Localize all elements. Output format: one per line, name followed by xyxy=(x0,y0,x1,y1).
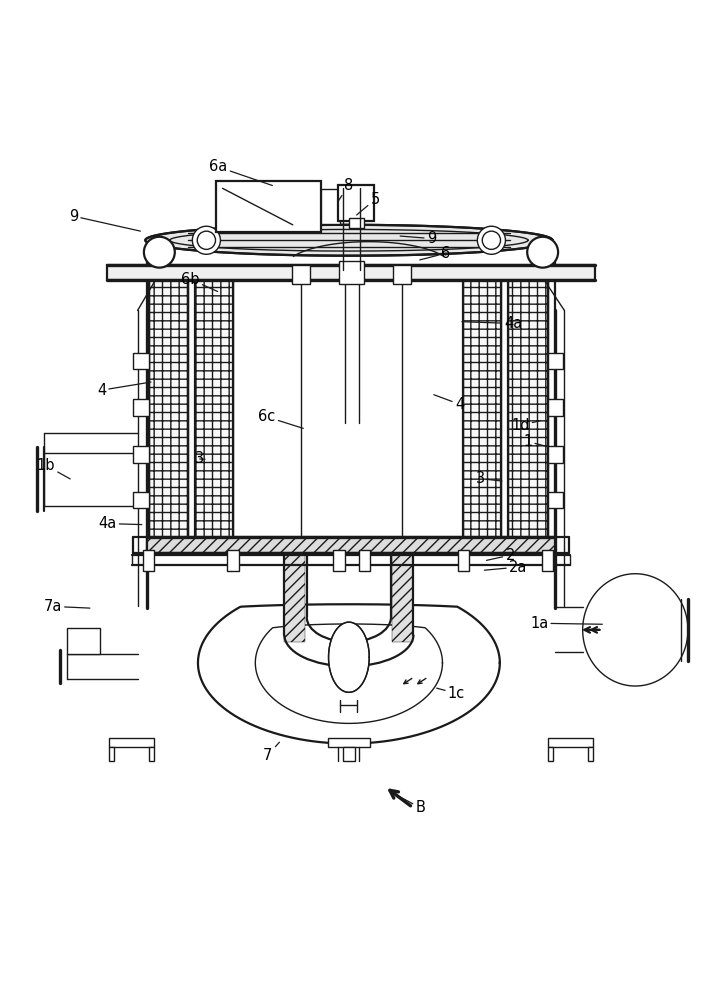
Bar xyxy=(548,738,593,747)
Bar xyxy=(359,550,370,571)
Bar xyxy=(349,218,364,228)
Circle shape xyxy=(144,237,175,268)
Text: 6a: 6a xyxy=(209,159,272,186)
Text: 3: 3 xyxy=(195,451,205,466)
Text: 1b: 1b xyxy=(37,458,70,479)
Bar xyxy=(588,747,593,761)
Bar xyxy=(463,280,501,541)
Bar xyxy=(458,550,469,571)
Circle shape xyxy=(197,231,216,249)
Text: 9: 9 xyxy=(69,209,140,231)
Bar xyxy=(343,747,355,761)
Bar xyxy=(107,265,595,280)
Text: 6: 6 xyxy=(420,246,450,261)
Bar xyxy=(542,550,553,571)
Text: 1: 1 xyxy=(523,434,548,449)
Bar xyxy=(393,265,411,284)
Bar xyxy=(149,280,188,541)
Bar xyxy=(109,747,114,761)
Text: 7a: 7a xyxy=(44,599,90,614)
Bar xyxy=(284,549,305,642)
Bar xyxy=(339,261,364,284)
Bar xyxy=(133,446,149,463)
Bar xyxy=(333,550,345,571)
Bar xyxy=(548,353,563,369)
Polygon shape xyxy=(583,574,688,686)
Bar xyxy=(195,280,233,541)
Text: 1d: 1d xyxy=(511,418,541,433)
Text: 4: 4 xyxy=(97,382,151,398)
Circle shape xyxy=(527,237,558,268)
Text: 4a: 4a xyxy=(462,316,522,331)
Circle shape xyxy=(477,226,505,254)
Bar xyxy=(227,550,239,571)
Bar xyxy=(321,189,340,224)
Bar xyxy=(328,738,370,747)
Bar xyxy=(216,181,321,232)
Text: 7: 7 xyxy=(263,742,279,763)
Text: 4: 4 xyxy=(434,395,464,412)
Bar xyxy=(109,738,154,747)
Bar xyxy=(548,747,553,761)
Polygon shape xyxy=(329,622,369,692)
Bar xyxy=(133,399,149,416)
Bar xyxy=(508,280,548,541)
Bar xyxy=(133,353,149,369)
Text: 2a: 2a xyxy=(484,560,527,575)
Text: 6b: 6b xyxy=(181,272,218,292)
Circle shape xyxy=(192,226,220,254)
Text: 3: 3 xyxy=(476,471,502,486)
Circle shape xyxy=(482,231,501,249)
Bar xyxy=(147,537,555,553)
Bar xyxy=(548,446,563,463)
Text: 8: 8 xyxy=(338,178,353,201)
Text: 2: 2 xyxy=(486,548,515,563)
Text: 5: 5 xyxy=(357,192,380,215)
Bar xyxy=(149,747,154,761)
Bar xyxy=(548,399,563,416)
Bar xyxy=(292,265,310,284)
Bar xyxy=(133,492,149,508)
Bar xyxy=(67,628,100,654)
Text: 9: 9 xyxy=(400,231,436,246)
Bar xyxy=(548,492,563,508)
Bar xyxy=(338,185,374,221)
Bar xyxy=(143,550,154,571)
Text: 1a: 1a xyxy=(530,616,602,631)
Text: B: B xyxy=(390,791,425,815)
Polygon shape xyxy=(145,225,552,256)
Text: 6c: 6c xyxy=(258,409,303,428)
Text: 4a: 4a xyxy=(98,516,142,531)
Text: 1c: 1c xyxy=(437,686,465,701)
Bar xyxy=(392,549,413,642)
